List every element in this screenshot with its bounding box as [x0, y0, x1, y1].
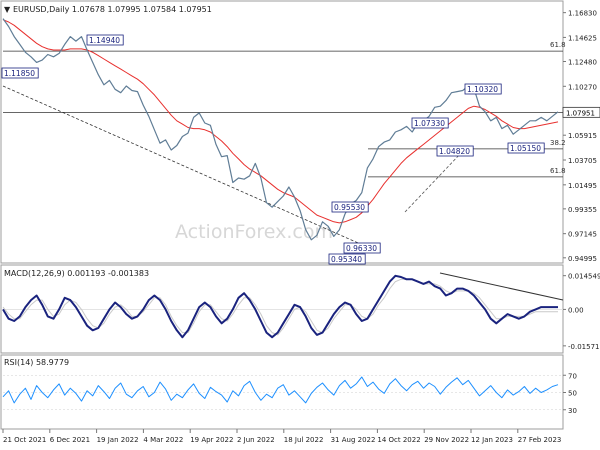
price-annotation-label: 1.04820 — [439, 147, 470, 156]
trendline-dashed-2 — [404, 151, 463, 213]
x-tick-label: 18 Jul 2022 — [284, 436, 324, 444]
macd-series — [2, 274, 563, 339]
fib-label: 38.2 — [550, 139, 566, 147]
fib-label: 61.8 — [550, 41, 566, 49]
price-panel: ▼ EURUSD,Daily 1.07678 1.07995 1.07584 1… — [0, 0, 600, 265]
watermark: ActionForex.com — [175, 221, 333, 243]
price-y-tick-label: 0.99355 — [568, 206, 597, 214]
price-annotation-label: 1.10320 — [467, 85, 498, 94]
macd-y-tick-label: 0.00 — [568, 306, 584, 314]
current-price-box — [562, 106, 600, 118]
price-annotation-box — [1, 67, 39, 79]
x-tick-label: 31 Aug 2022 — [331, 436, 376, 444]
price-annotation-label: 1.14940 — [89, 36, 120, 45]
x-tick-label: 29 Nov 2022 — [424, 436, 469, 444]
x-tick-label: 27 Feb 2023 — [518, 436, 562, 444]
macd-y-axis: 0.014549 0.00 -0.015712 — [563, 273, 600, 351]
macd-title: MACD(12,26,9) 0.001193 -0.001383 — [4, 269, 149, 278]
price-annotation-box — [411, 117, 449, 129]
price-annotation-box — [464, 83, 502, 95]
x-tick-label: 6 Dec 2021 — [50, 436, 90, 444]
fib-label: 61.8 — [550, 167, 566, 175]
x-tick-label: 12 Jan 2023 — [471, 436, 513, 444]
price-y-tick-label: 1.01495 — [568, 182, 597, 190]
rsi-y-tick-label: 50 — [568, 390, 577, 398]
macd-y-tick-label: 0.014549 — [568, 273, 600, 281]
price-annotations: 1.14940 1.11850 1.10320 1.07330 1.04820 1.051… — [1, 34, 545, 265]
price-annotation-label: 0.96330 — [346, 244, 377, 253]
x-tick-label: 21 Oct 2021 — [3, 436, 46, 444]
x-tick-label: 4 Mar 2022 — [143, 436, 183, 444]
rsi-title: RSI(14) 58.9779 — [4, 358, 69, 367]
x-tick-label: 14 Oct 2022 — [377, 436, 420, 444]
rsi-line — [2, 376, 559, 404]
price-annotation-box — [331, 201, 369, 213]
rsi-y-tick-label: 30 — [568, 407, 577, 415]
price-annotation-box — [328, 253, 366, 265]
chart-menu-arrow-icon[interactable]: ▼ — [4, 5, 11, 14]
current-price-label: 1.07951 — [566, 109, 595, 117]
current-price-tag: 1.07951 — [562, 106, 600, 118]
x-tick-label: 2 Jun 2022 — [237, 436, 275, 444]
x-tick-label: 19 Apr 2022 — [190, 436, 233, 444]
price-annotation-label: 0.95530 — [334, 203, 365, 212]
trendline-dashed — [2, 85, 366, 247]
price-title: EURUSD,Daily 1.07678 1.07995 1.07584 1.0… — [13, 5, 212, 14]
price-annotation-box — [507, 142, 545, 154]
price-y-tick-label: 0.94995 — [568, 255, 597, 263]
price-y-tick-label: 1.03705 — [568, 157, 597, 165]
price-annotation-box — [86, 34, 124, 46]
price-annotation-box — [343, 242, 381, 254]
price-y-tick-label: 1.16830 — [568, 10, 597, 18]
price-annotation-label: 1.05150 — [510, 144, 541, 153]
price-y-tick-label: 1.12480 — [568, 58, 597, 66]
price-annotation-box — [436, 145, 474, 157]
macd-line — [2, 274, 558, 339]
rsi-panel: RSI(14) 58.9779 70 50 30 — [0, 354, 577, 430]
macd-y-tick-label: -0.015712 — [568, 343, 600, 351]
price-annotation-label: 1.07330 — [414, 119, 445, 128]
rsi-series — [2, 374, 563, 411]
ma-line — [2, 19, 559, 224]
macd-signal-line — [2, 278, 558, 336]
price-annotation-label: 1.11850 — [4, 69, 35, 78]
macd-trendline — [439, 272, 564, 301]
x-axis: 21 Oct 2021 6 Dec 2021 19 Jan 2022 4 Mar 20… — [2, 429, 562, 444]
macd-panel: MACD(12,26,9) 0.001193 -0.001383 0.01454… — [0, 264, 600, 354]
price-y-tick-label: 0.97145 — [568, 231, 597, 239]
price-y-tick-label: 1.14625 — [568, 34, 597, 42]
price-y-tick-label: 1.10270 — [568, 83, 597, 91]
x-tick-label: 19 Jan 2022 — [97, 436, 139, 444]
rsi-y-tick-label: 70 — [568, 372, 577, 380]
price-annotation-label: 0.95340 — [331, 255, 362, 264]
rsi-y-axis: 70 50 30 — [563, 372, 577, 415]
price-y-tick-label: 1.05915 — [568, 132, 597, 140]
price-panel-frame — [0, 0, 564, 264]
